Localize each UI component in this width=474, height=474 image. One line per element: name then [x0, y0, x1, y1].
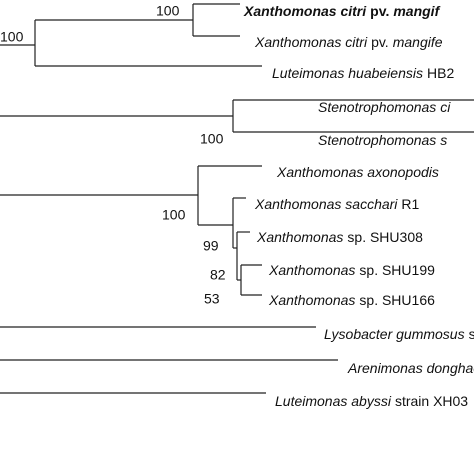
leaf-label: Xanthomonas axonopodis — [276, 164, 439, 180]
label-segment: sp. SHU166 — [359, 292, 435, 308]
bootstrap-value: 100 — [200, 131, 224, 147]
label-segment: sp. SHU308 — [347, 229, 423, 245]
label-segment: mangif — [393, 3, 440, 19]
label-segment: Xanthomonas citri — [254, 34, 368, 50]
leaf-label: Xanthomonas sp. SHU199 — [268, 262, 435, 278]
label-segment: sp. SHU199 — [359, 262, 435, 278]
label-segment: R1 — [401, 196, 419, 212]
label-segment: Luteimonas abyssi — [275, 393, 392, 409]
label-segment: Stenotrophomonas s — [318, 132, 447, 148]
label-segment: Luteimonas huabeiensis — [272, 65, 423, 81]
leaf-label: Luteimonas abyssi strain XH03 — [275, 393, 468, 409]
leaf-label: Xanthomonas citri pv. mangife — [254, 34, 443, 50]
label-segment: Lysobacter gummosus — [324, 326, 465, 342]
leaf-label: Xanthomonas sacchari R1 — [254, 196, 420, 212]
label-segment: HB2 — [427, 65, 454, 81]
bootstrap-value: 100 — [0, 29, 24, 45]
label-segment: Arenimonas donghae — [347, 360, 474, 376]
label-segment: Xanthomonas — [268, 292, 355, 308]
leaf-label: Stenotrophomonas s — [318, 132, 447, 148]
leaf-label: Xanthomonas sp. SHU166 — [268, 292, 435, 308]
branches — [0, 3, 474, 394]
label-segment: strain XH03 — [395, 393, 468, 409]
bootstrap-value: 53 — [204, 291, 220, 307]
label-segment: Xanthomonas sacchari — [254, 196, 398, 212]
leaf-label: Xanthomonas citri pv. mangif — [243, 3, 441, 19]
bootstrap-values: 100 100 100 100 99 82 53 — [0, 3, 226, 307]
bootstrap-value: 82 — [210, 267, 226, 283]
bootstrap-value: 100 — [156, 3, 180, 19]
label-segment: Xanthomonas — [268, 262, 355, 278]
label-segment: Xanthomonas citri — [243, 3, 367, 19]
bootstrap-value: 100 — [162, 207, 186, 223]
leaf-label: Lysobacter gummosus s — [324, 326, 474, 342]
bootstrap-value: 99 — [203, 238, 219, 254]
label-segment: Stenotrophomonas ci — [318, 99, 451, 115]
leaf-label: Stenotrophomonas ci — [318, 99, 451, 115]
label-segment: pv. — [371, 34, 389, 50]
label-segment: mangife — [393, 34, 443, 50]
leaf-label: Luteimonas huabeiensis HB2 — [272, 65, 454, 81]
label-segment: Xanthomonas axonopodis — [276, 164, 439, 180]
leaf-label: Xanthomonas sp. SHU308 — [256, 229, 423, 245]
label-segment: Xanthomonas — [256, 229, 343, 245]
leaf-label: Arenimonas donghae — [347, 360, 474, 376]
label-segment: s — [469, 326, 474, 342]
label-segment: pv. — [370, 3, 389, 19]
